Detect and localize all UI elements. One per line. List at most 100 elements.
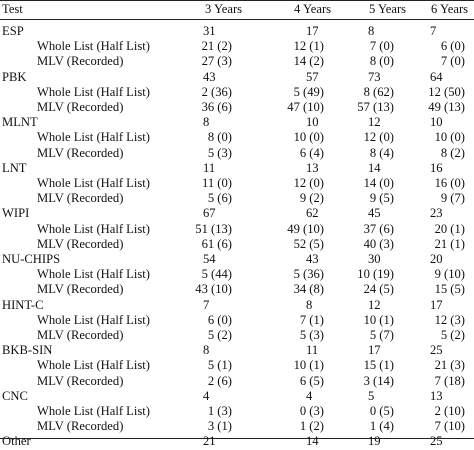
measure-label: Whole List (Half List) [37, 312, 150, 327]
table-row: Whole List (Half List) 5 (44) 5 (36) 10 (19… [0, 266, 474, 283]
value-6-years: 16 [430, 160, 443, 175]
value-6-years: 25 [430, 343, 443, 358]
value-3-years: 8 [203, 115, 210, 130]
table-row: Whole List (Half List) 51 (13) 49 (10) 37 (… [0, 221, 474, 238]
value-3-years: 1 (3) [207, 404, 232, 418]
value-6-years: 9 (10) [434, 267, 465, 282]
value-5-years: 8 (4) [369, 145, 394, 160]
value-3-years: 5 (3) [207, 145, 232, 160]
value-6-years: 23 [430, 206, 443, 221]
header-4-years: 4 Years [294, 2, 332, 16]
measure-label: Whole List (Half List) [37, 130, 150, 145]
value-4-years: 9 (2) [299, 191, 324, 206]
value-6-years: 7 [430, 24, 437, 38]
value-4-years: 5 (36) [293, 267, 324, 282]
value-3-years: 43 (10) [195, 282, 232, 297]
value-4-years: 10 [306, 115, 319, 130]
value-6-years: 64 [430, 69, 443, 84]
value-4-years: 13 [306, 160, 319, 175]
value-4-years: 17 [306, 24, 319, 38]
value-6-years: 9 (7) [440, 191, 465, 206]
measure-label: MLV (Recorded) [37, 191, 124, 206]
header-3-years: 3 Years [205, 2, 243, 16]
value-3-years: 11 [203, 160, 216, 175]
table-row: MLV (Recorded) 2 (6) 6 (5) 3 (14) 7 (18) [0, 373, 474, 390]
value-3-years: 31 [203, 24, 216, 38]
value-3-years: 3 (1) [207, 419, 232, 434]
value-6-years: 16 (0) [434, 176, 465, 190]
value-3-years: 61 (6) [201, 236, 232, 251]
value-5-years: 9 (5) [369, 191, 394, 206]
value-4-years: 7 (1) [299, 312, 324, 327]
value-3-years: 5 (6) [207, 191, 232, 206]
value-3-years: 36 (6) [201, 100, 232, 114]
value-6-years: 21 (3) [434, 358, 465, 373]
value-6-years: 12 (3) [434, 312, 465, 327]
value-4-years: 4 [306, 388, 313, 403]
value-4-years: 10 (0) [293, 130, 324, 145]
measure-label: MLV (Recorded) [37, 282, 124, 297]
value-5-years: 5 (7) [369, 328, 394, 342]
value-5-years: 45 [368, 206, 381, 221]
value-6-years: 8 (2) [440, 145, 465, 160]
value-5-years: 24 (5) [363, 282, 394, 297]
value-6-years: 2 (10) [434, 404, 465, 418]
header-test: Test [2, 2, 23, 16]
test-name: LNT [2, 160, 27, 175]
value-5-years: 0 (5) [369, 404, 394, 418]
value-5-years: 3 (14) [363, 373, 394, 388]
value-6-years: 20 [430, 252, 443, 266]
table-group-row: HINT-C 7 8 12 17 [0, 297, 474, 314]
measure-label: MLV (Recorded) [37, 100, 124, 114]
table-row: Whole List (Half List) 5 (1) 10 (1) 15 (1) 2… [0, 357, 474, 374]
value-3-years: 5 (44) [201, 267, 232, 282]
value-4-years: 1 (2) [299, 419, 324, 434]
test-name: MLNT [2, 115, 38, 130]
value-5-years: 30 [368, 252, 381, 266]
table-row: MLV (Recorded) 5 (2) 5 (3) 5 (7) 5 (2) [0, 327, 474, 344]
value-5-years: 14 (0) [363, 176, 394, 190]
table-group-row: Other 21 14 19 25 [0, 433, 474, 450]
value-4-years: 10 (1) [293, 358, 324, 373]
table-row: Whole List (Half List) 8 (0) 10 (0) 12 (0) 1… [0, 129, 474, 146]
value-4-years: 34 (8) [293, 282, 324, 297]
value-3-years: 4 [203, 388, 210, 403]
value-5-years: 1 (4) [369, 419, 394, 434]
value-3-years: 43 [203, 69, 216, 84]
value-4-years: 14 (2) [293, 54, 324, 69]
value-4-years: 62 [306, 206, 319, 221]
table-row: MLV (Recorded) 43 (10) 34 (8) 24 (5) 15 (5) [0, 281, 474, 298]
value-5-years: 8 (0) [369, 54, 394, 69]
value-5-years: 15 (1) [363, 358, 394, 373]
value-6-years: 10 [430, 115, 443, 130]
measure-label: Whole List (Half List) [37, 267, 150, 282]
table-row: Whole List (Half List) 6 (0) 7 (1) 10 (1) 12… [0, 312, 474, 329]
table-group-row: PBK 43 57 73 64 [0, 69, 474, 86]
value-6-years: 5 (2) [440, 328, 465, 342]
value-5-years: 5 [368, 388, 375, 403]
value-3-years: 7 [203, 297, 210, 312]
value-4-years: 5 (3) [299, 328, 324, 342]
value-6-years: 21 (1) [434, 236, 465, 251]
value-4-years: 5 (49) [293, 84, 324, 99]
table-group-row: NU-CHIPS 54 43 30 20 [0, 251, 474, 268]
value-6-years: 17 [430, 297, 443, 312]
value-4-years: 0 (3) [299, 404, 324, 418]
value-3-years: 21 [203, 434, 216, 449]
value-5-years: 12 [368, 297, 381, 312]
value-5-years: 12 [368, 115, 381, 130]
value-5-years: 14 [368, 160, 381, 175]
measure-label: Whole List (Half List) [37, 176, 150, 190]
table-group-row: BKB-SIN 8 11 17 25 [0, 342, 474, 359]
header-rule [0, 19, 474, 20]
value-3-years: 8 [203, 343, 210, 358]
value-5-years: 17 [368, 343, 381, 358]
value-4-years: 52 (5) [293, 236, 324, 251]
test-name: WIPI [2, 206, 30, 221]
header-5-years: 5 Years [369, 2, 407, 16]
value-4-years: 11 [306, 343, 319, 358]
test-name: PBK [2, 69, 27, 84]
table-row: Whole List (Half List) 1 (3) 0 (3) 0 (5) 2 (… [0, 403, 474, 420]
table-group-row: LNT 11 13 14 16 [0, 160, 474, 177]
measure-label: MLV (Recorded) [37, 236, 124, 251]
